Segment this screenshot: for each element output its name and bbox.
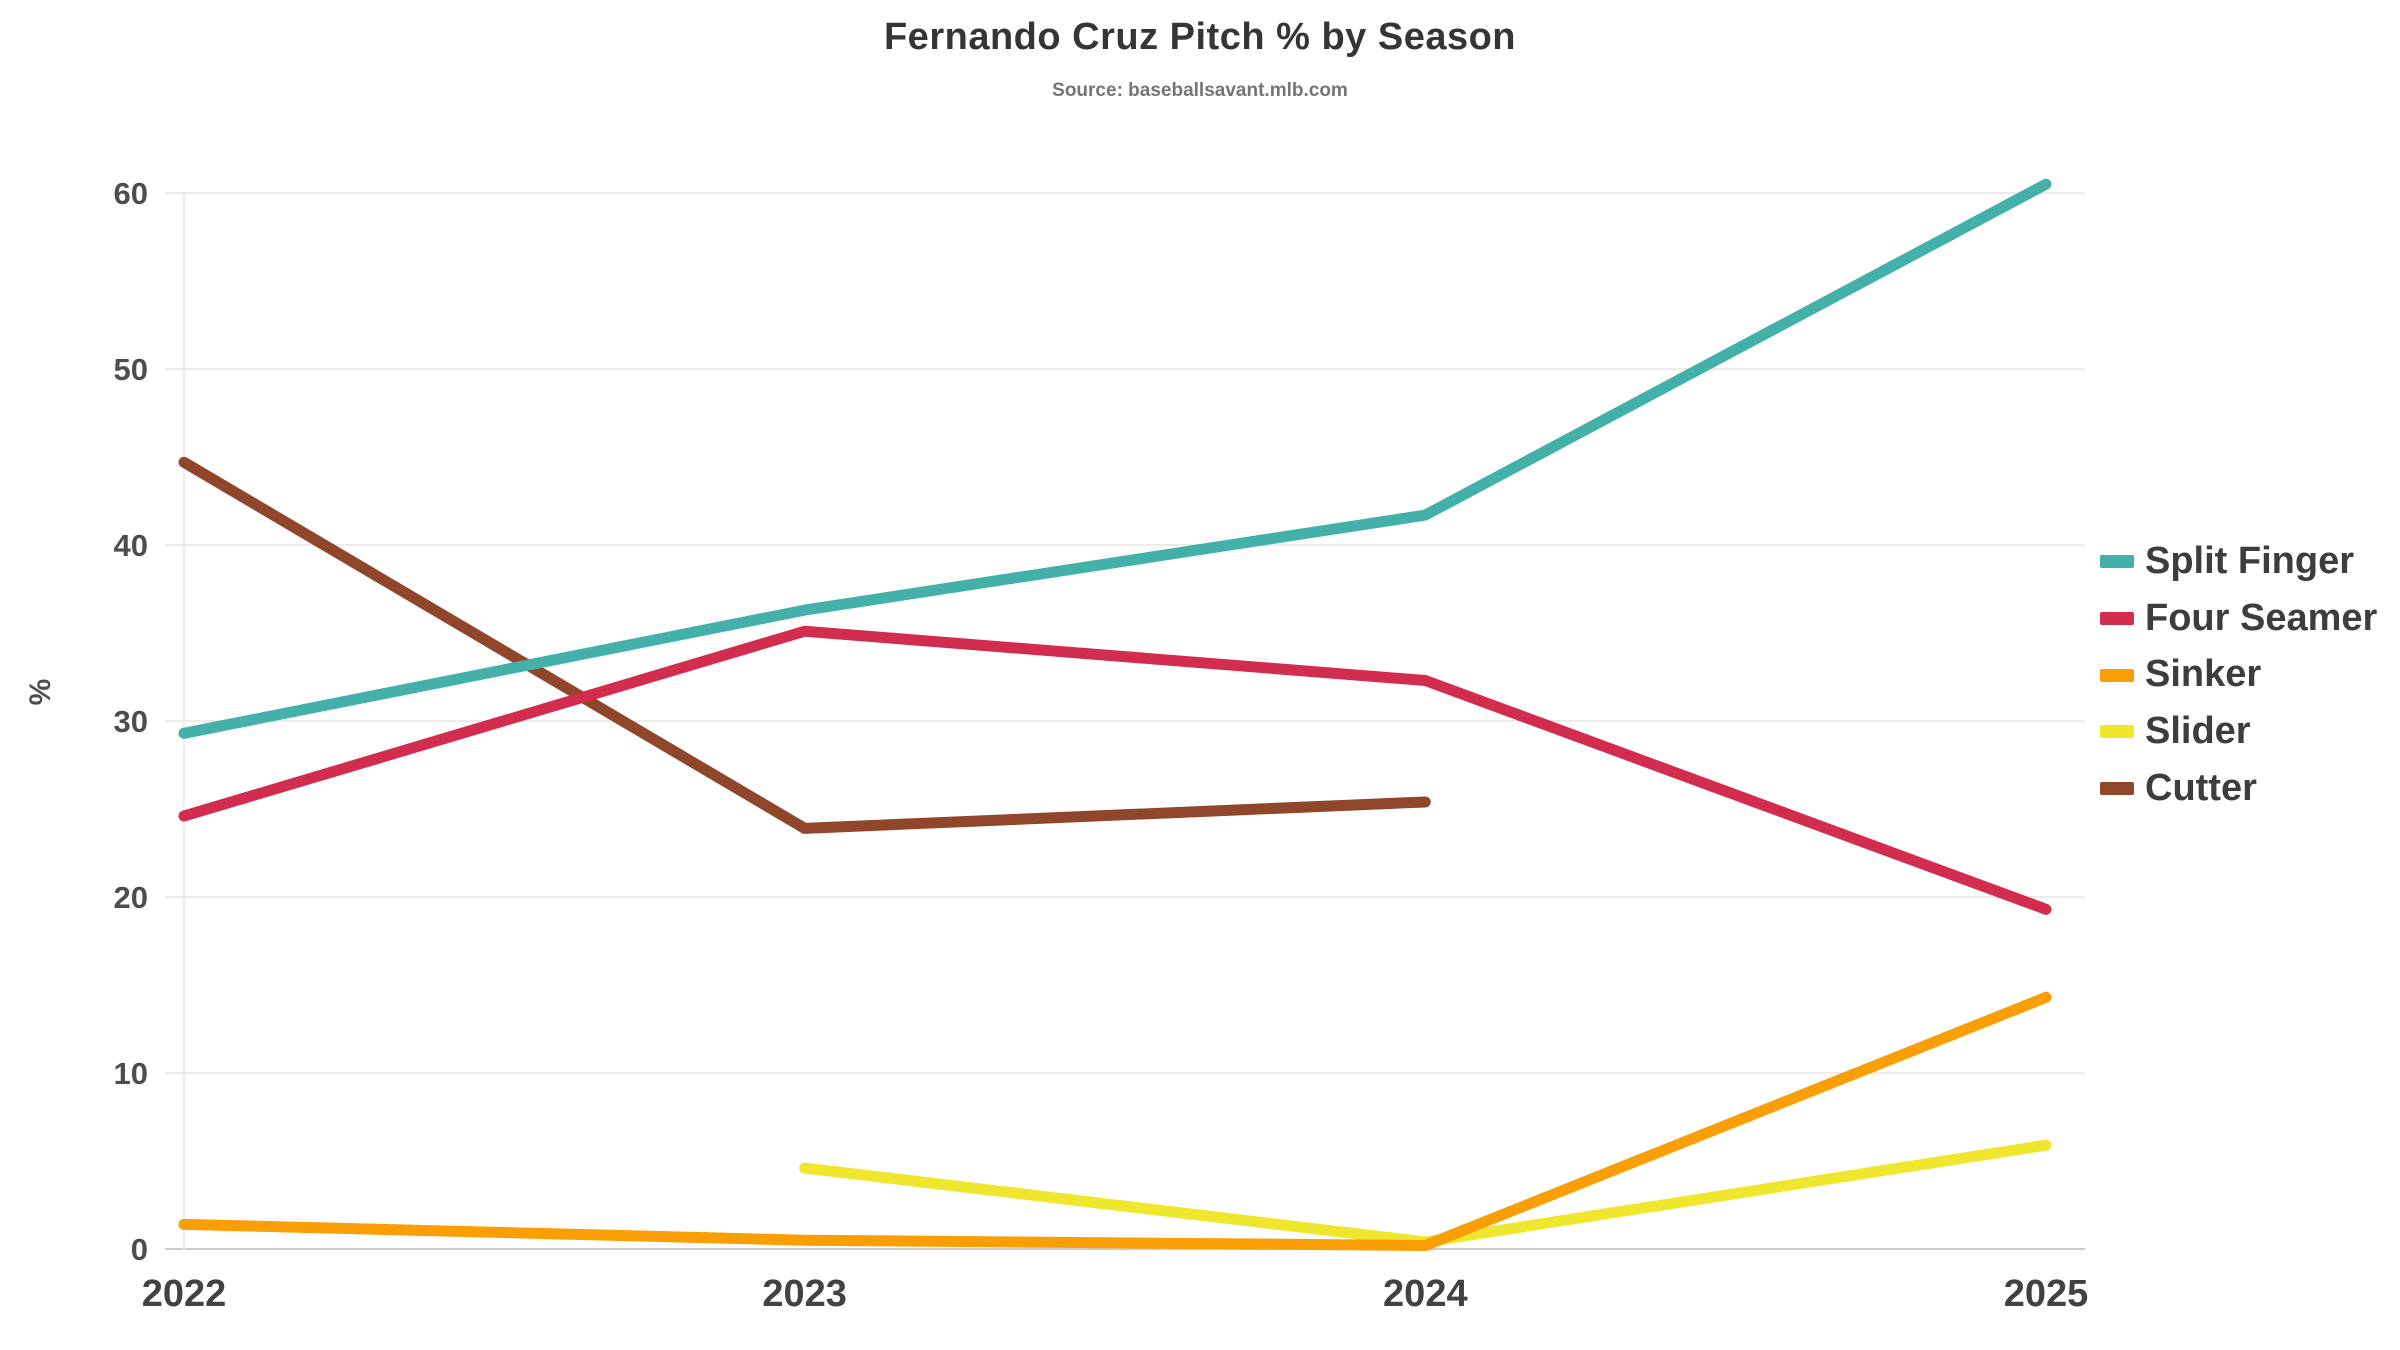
legend: Split Finger Four Seamer Sinker Slider Cutte… [2100, 540, 2377, 810]
legend-swatch-four-seamer [2100, 612, 2134, 626]
legend-swatch-cutter [2100, 782, 2134, 796]
legend-item-split-finger: Split Finger [2100, 540, 2377, 584]
y-tick-label-10: 10 [114, 1056, 148, 1091]
legend-label-split-finger: Split Finger [2145, 540, 2354, 582]
line-split-finger [178, 178, 2052, 739]
x-tick-label-2022: 2022 [142, 1273, 227, 1315]
y-axis-title: % [24, 679, 57, 706]
legend-label-slider: Slider [2145, 710, 2251, 753]
legend-item-cutter: Cutter [2100, 767, 2377, 811]
x-tick-label-2024: 2024 [1383, 1273, 1468, 1315]
x-tick-label-2023: 2023 [762, 1273, 847, 1315]
y-tick-label-20: 20 [114, 880, 148, 915]
line-sinker [178, 991, 2052, 1251]
legend-swatch-split-finger [2100, 555, 2134, 569]
legend-swatch-slider [2100, 725, 2134, 739]
x-tick-label-2025: 2025 [2004, 1273, 2089, 1315]
line-slider [799, 1139, 2052, 1248]
legend-label-four-seamer: Four Seamer [2145, 596, 2378, 639]
legend-label-cutter: Cutter [2145, 766, 2257, 809]
chart-title: Fernando Cruz Pitch % by Season [883, 16, 1517, 58]
line-cutter [178, 456, 1431, 834]
y-tick-label-60: 60 [114, 176, 148, 211]
chart-source-subtitle: Source: baseballsavant.mlb.com [1052, 80, 1348, 101]
y-tick-label-0: 0 [131, 1232, 148, 1267]
legend-item-slider: Slider [2100, 710, 2377, 754]
y-tick-label-30: 30 [114, 704, 148, 739]
y-tick-label-50: 50 [114, 352, 148, 387]
y-tick-label-40: 40 [114, 528, 148, 563]
legend-label-sinker: Sinker [2145, 653, 2262, 696]
legend-item-sinker: Sinker [2100, 653, 2377, 697]
legend-item-four-seamer: Four Seamer [2100, 597, 2377, 641]
line-four-seamer [178, 625, 2052, 915]
legend-swatch-sinker [2100, 668, 2134, 682]
